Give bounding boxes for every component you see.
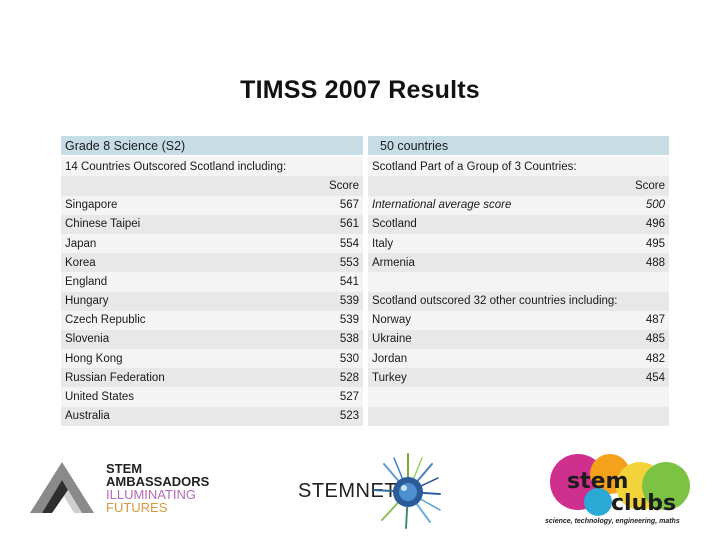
table-row: Chinese Taipei 561 Scotland 496 (61, 214, 670, 234)
group-country-score: 500 (616, 195, 670, 215)
country-score: 541 (291, 272, 364, 292)
country-score: 539 (291, 310, 364, 330)
left-subheading: 14 Countries Outscored Scotland includin… (61, 156, 364, 177)
results-table: Grade 8 Science (S2) 50 countries 14 Cou… (61, 136, 670, 426)
table-row: England 541 (61, 272, 670, 292)
left-header: Grade 8 Science (S2) (61, 136, 364, 158)
outscored-country-score: 487 (616, 310, 670, 330)
stem-ambassadors-wordmark: STEM AMBASSADORS ILLUMINATING FUTURES (106, 461, 210, 515)
stem-clubs-tagline: science, technology, engineering, maths (545, 518, 680, 525)
group-country-score: 495 (616, 233, 670, 254)
svg-text:stem: stem (567, 469, 628, 494)
country-name: Hong Kong (61, 349, 291, 369)
left-score-label: Score (291, 176, 364, 196)
stem-clubs-wordmark: stem clubs (567, 469, 676, 514)
outscored-country-score: 485 (616, 329, 670, 350)
country-score: 528 (291, 368, 364, 388)
slide-title: TIMSS 2007 Results (240, 76, 480, 104)
group-country-score: 496 (616, 214, 670, 234)
svg-text:clubs: clubs (611, 491, 676, 514)
country-score: 530 (291, 349, 364, 369)
country-score: 527 (291, 387, 364, 407)
table-row: Hong Kong 530 Jordan 482 (61, 349, 670, 369)
group-country-score: 488 (616, 253, 670, 273)
right-subheading: Scotland Part of a Group of 3 Countries: (368, 156, 670, 177)
outscored-country-name: Norway (368, 310, 617, 330)
table-row: Czech Republic 539 Norway 487 (61, 310, 670, 330)
table-header-row: Grade 8 Science (S2) 50 countries (61, 136, 670, 158)
outscored-heading: Scotland outscored 32 other countries in… (368, 291, 670, 311)
table-row: Hungary 539 Scotland outscored 32 other … (61, 291, 670, 311)
country-name: United States (61, 387, 291, 407)
group-country-name: Armenia (368, 253, 617, 273)
outscored-country-name: Ukraine (368, 329, 617, 350)
country-name: Hungary (61, 291, 291, 311)
stem-clubs-logo-icon (550, 454, 690, 516)
right-header: 50 countries (368, 136, 670, 158)
country-score: 553 (291, 253, 364, 273)
table-row: Korea 553 Armenia 488 (61, 253, 670, 273)
country-name: Czech Republic (61, 310, 291, 330)
country-name: Korea (61, 253, 291, 273)
outscored-country-score: 482 (616, 349, 670, 369)
outscored-country-score: 454 (616, 368, 670, 388)
table-row: Singapore 567 International average scor… (61, 195, 670, 215)
country-score: 567 (291, 195, 364, 215)
stemnet-wordmark: STEMNET (298, 480, 398, 502)
table-row: Japan 554 Italy 495 (61, 233, 670, 254)
stem-ambassadors-logo-icon (30, 462, 94, 513)
country-name: England (61, 272, 291, 292)
country-name: Australia (61, 406, 291, 426)
table-row: Slovenia 538 Ukraine 485 (61, 329, 670, 350)
country-name: Chinese Taipei (61, 214, 291, 234)
outscored-country-name: Turkey (368, 368, 617, 388)
stemnet-burst-icon (373, 453, 441, 529)
country-score: 523 (291, 406, 364, 426)
country-score: 554 (291, 233, 364, 254)
right-score-label: Score (616, 176, 670, 196)
table-row: Australia 523 (61, 406, 670, 426)
table-row: Russian Federation 528 Turkey 454 (61, 368, 670, 388)
group-country-name: International average score (368, 195, 617, 215)
country-name: Slovenia (61, 329, 291, 350)
table-row: United States 527 (61, 387, 670, 407)
country-name: Russian Federation (61, 368, 291, 388)
country-score: 561 (291, 214, 364, 234)
group-country-name: Italy (368, 233, 617, 254)
country-score: 538 (291, 329, 364, 350)
country-name: Japan (61, 233, 291, 254)
group-country-name: Scotland (368, 214, 617, 234)
country-score: 539 (291, 291, 364, 311)
outscored-country-name: Jordan (368, 349, 617, 369)
country-name: Singapore (61, 195, 291, 215)
